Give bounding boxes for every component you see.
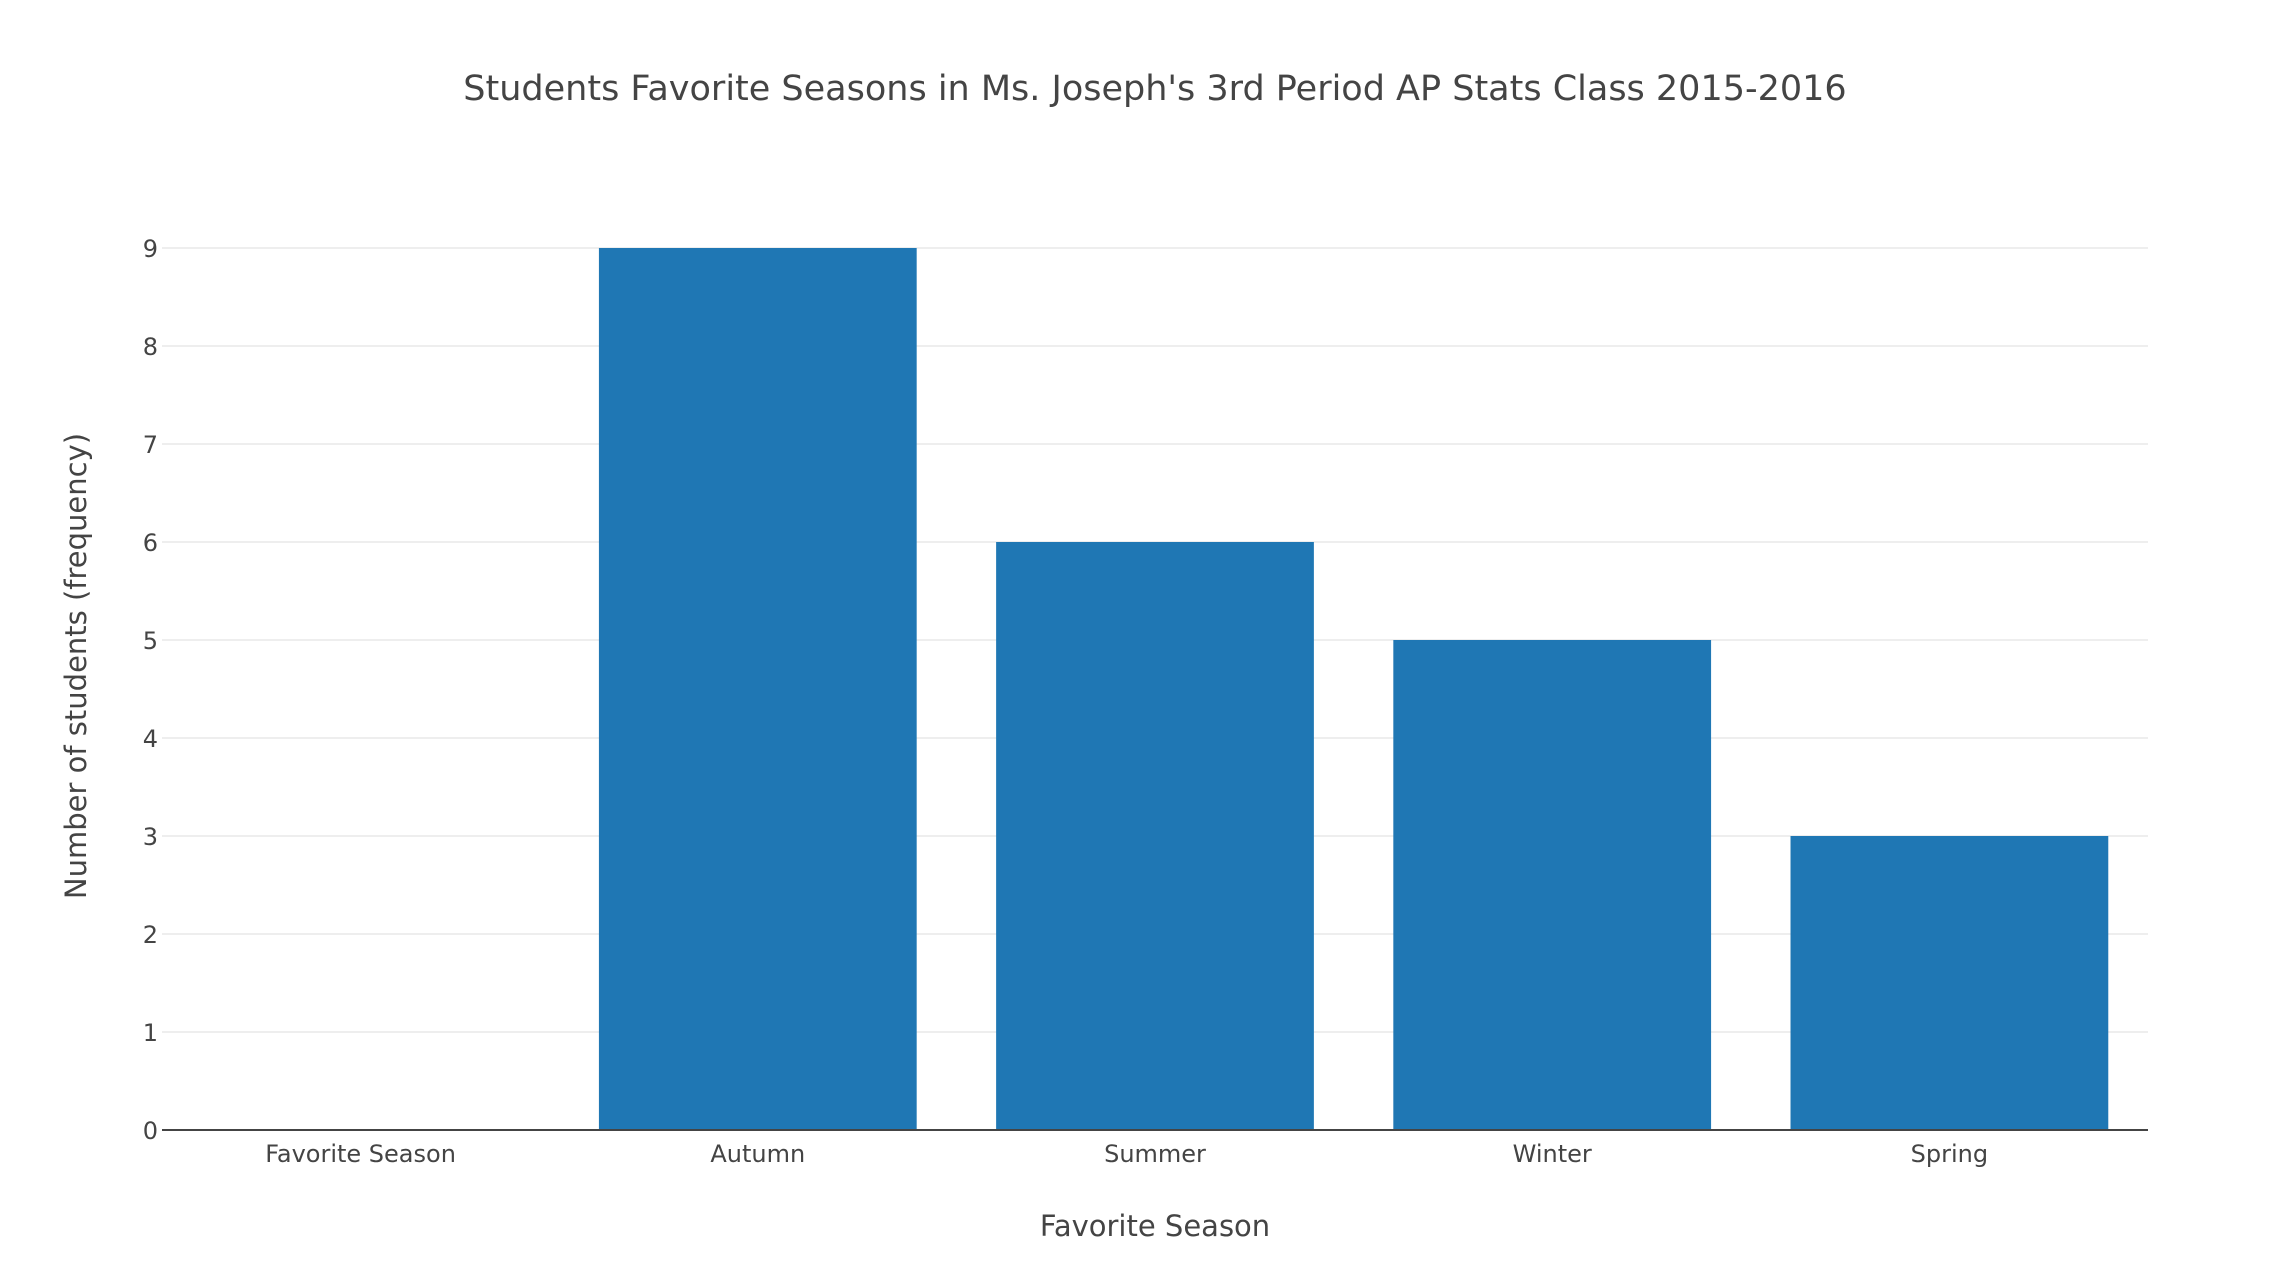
y-tick-label: 7 (143, 431, 158, 459)
y-tick-label: 8 (143, 333, 158, 361)
y-tick-label: 6 (143, 529, 158, 557)
x-tick-label: Spring (1911, 1140, 1988, 1168)
y-tick-label: 5 (143, 627, 158, 655)
y-tick-label: 3 (143, 823, 158, 851)
x-tick-label: Winter (1513, 1140, 1592, 1168)
x-tick-label: Favorite Season (265, 1140, 456, 1168)
y-axis-title: Number of students (frequency) (59, 433, 93, 899)
bar[interactable] (598, 248, 917, 1130)
axis-layer: 0 1 2 3 4 5 6 7 8 9 Favorite Season Autumn Summer Win… (143, 235, 2148, 1168)
x-axis-title: Favorite Season (1040, 1209, 1270, 1243)
x-tick-label: Autumn (710, 1140, 805, 1168)
chart-title: Students Favorite Seasons in Ms. Joseph'… (463, 69, 1846, 109)
bar[interactable] (1393, 640, 1712, 1130)
bar[interactable] (996, 542, 1314, 1130)
bar[interactable] (1790, 836, 2109, 1130)
y-tick-label: 0 (143, 1117, 158, 1145)
y-tick-label: 9 (143, 235, 158, 263)
y-tick-label: 4 (143, 725, 158, 753)
bars-layer (598, 248, 2109, 1130)
x-tick-label: Summer (1104, 1140, 1206, 1168)
y-tick-label: 1 (143, 1019, 158, 1047)
y-tick-label: 2 (143, 921, 158, 949)
